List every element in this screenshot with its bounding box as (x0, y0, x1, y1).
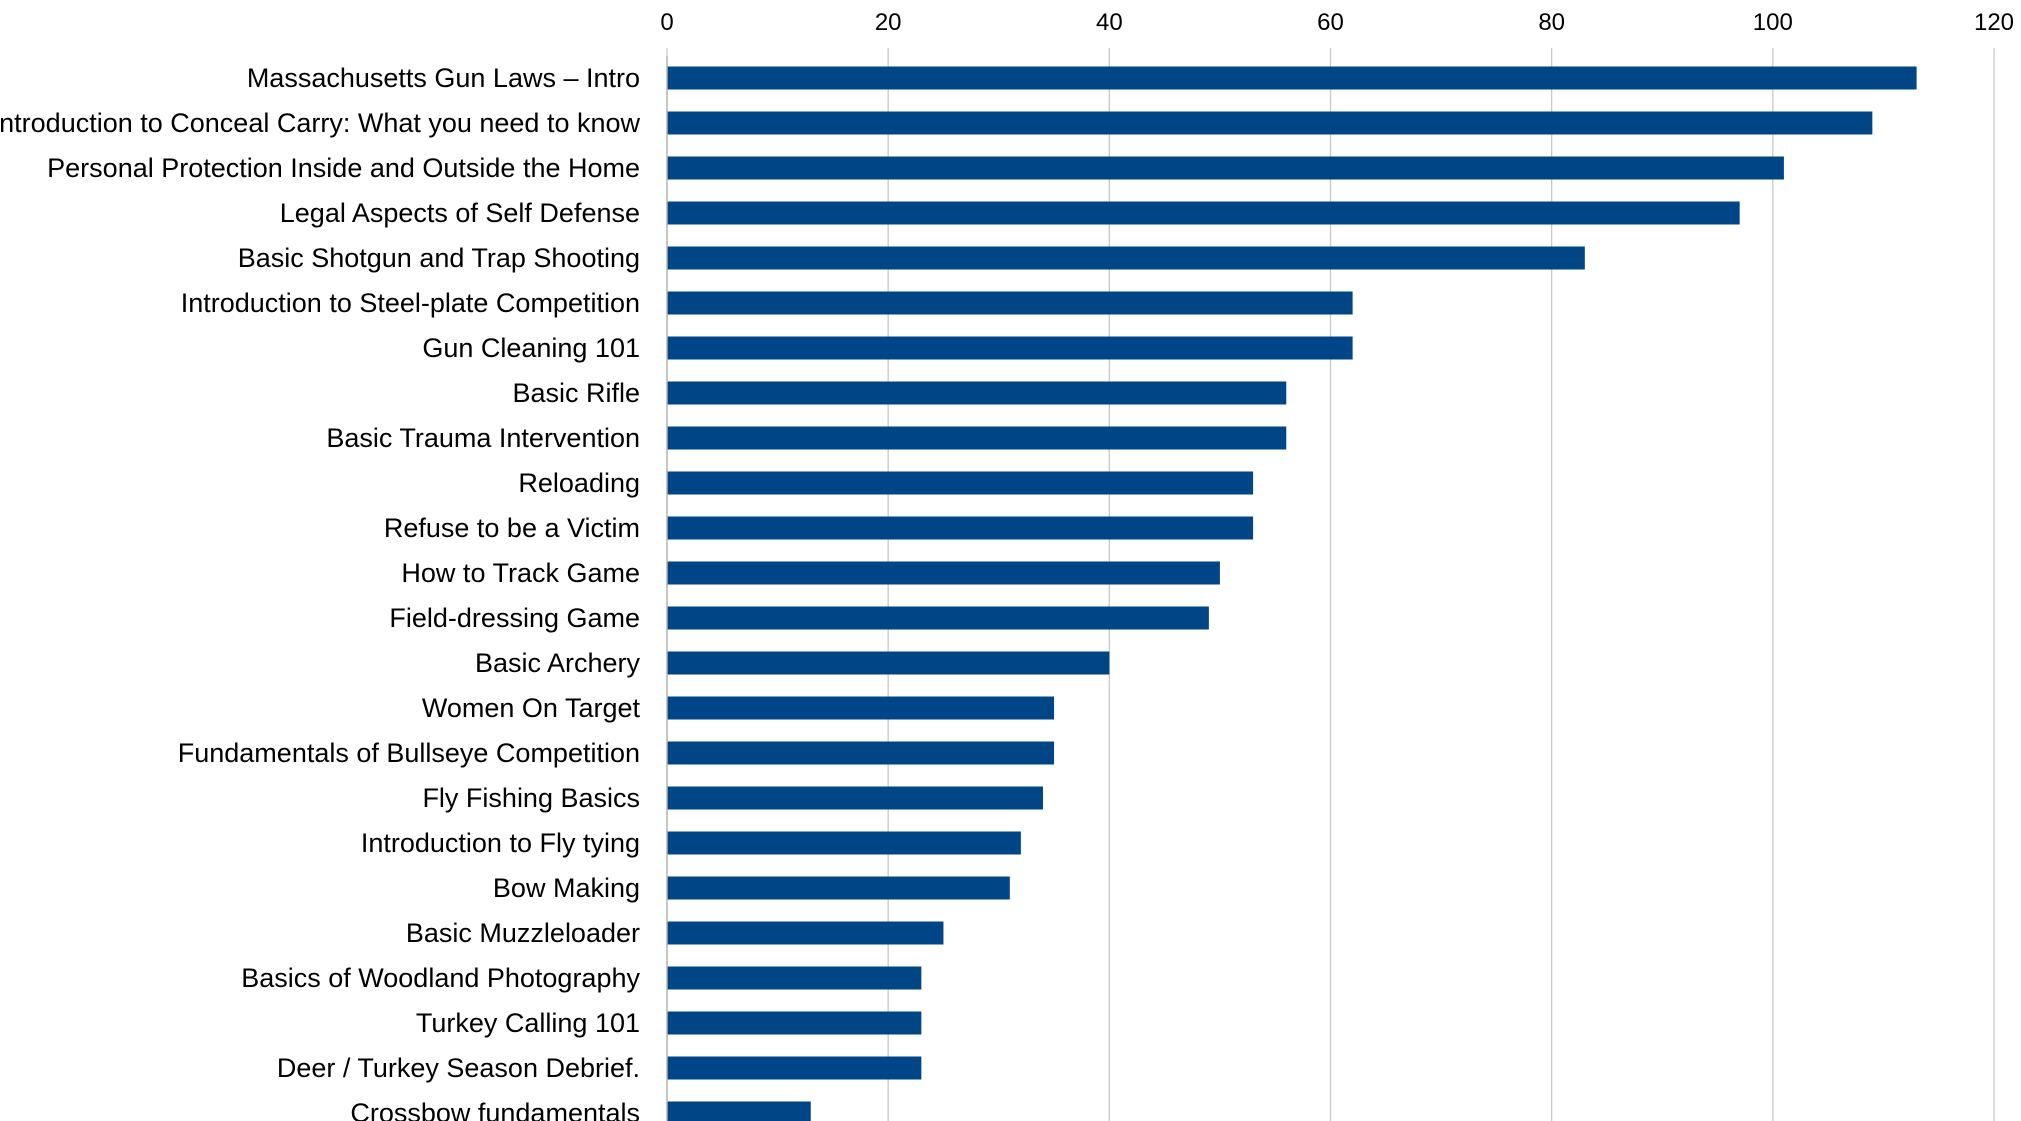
category-label: Basic Trauma Intervention (326, 423, 640, 453)
bar (667, 426, 1287, 450)
x-tick-label: 100 (1753, 9, 1793, 36)
bar (667, 246, 1585, 270)
category-label: Bow Making (493, 873, 640, 903)
category-label: Basic Archery (475, 648, 641, 678)
x-tick-label: 0 (660, 9, 673, 36)
category-label: How to Track Game (401, 558, 640, 588)
x-tick-label: 60 (1317, 9, 1344, 36)
bar (667, 786, 1043, 810)
bar (667, 516, 1254, 540)
x-axis-ticks: 0 20 40 60 80 100 120 (660, 9, 2014, 36)
category-label: Legal Aspects of Self Defense (280, 198, 640, 228)
bar (667, 1056, 922, 1080)
x-tick-label: 40 (1096, 9, 1123, 36)
category-labels: Massachusetts Gun Laws – Intro Introducti… (0, 63, 641, 1121)
category-label: Refuse to be a Victim (384, 513, 640, 543)
category-label: Field-dressing Game (389, 603, 640, 633)
category-label: Reloading (518, 468, 640, 498)
bar (667, 561, 1220, 585)
category-label: Basic Shotgun and Trap Shooting (238, 243, 640, 273)
bar (667, 471, 1254, 495)
category-label: Deer / Turkey Season Debrief. (277, 1053, 640, 1083)
bar (667, 651, 1110, 675)
bar (667, 111, 1873, 135)
bar (667, 1101, 811, 1121)
bar (667, 291, 1353, 315)
bars (667, 66, 1917, 1121)
x-tick-label: 20 (875, 9, 902, 36)
category-label: Basics of Woodland Photography (241, 963, 640, 993)
category-label: Basic Rifle (512, 378, 640, 408)
bar (667, 966, 922, 990)
category-label: Personal Protection Inside and Outside t… (47, 153, 640, 183)
bar (667, 876, 1010, 900)
bar (667, 696, 1055, 720)
bar (667, 336, 1353, 360)
bar (667, 381, 1287, 405)
category-label: Massachusetts Gun Laws – Intro (247, 63, 640, 93)
category-label: Introduction to Steel-plate Competition (181, 288, 640, 318)
bar (667, 741, 1055, 765)
category-label: Gun Cleaning 101 (422, 333, 640, 363)
bar (667, 1011, 922, 1035)
bar (667, 606, 1209, 630)
category-label: Basic Muzzleloader (406, 918, 640, 948)
category-label: Fundamentals of Bullseye Competition (178, 738, 640, 768)
bar (667, 921, 944, 945)
category-label: Introduction to Fly tying (361, 828, 640, 858)
bar (667, 66, 1917, 90)
category-label: Women On Target (422, 693, 641, 723)
gridlines (666, 48, 1995, 1121)
category-label: Turkey Calling 101 (416, 1008, 640, 1038)
bar (667, 831, 1021, 855)
bar (667, 201, 1740, 225)
category-label: Crossbow fundamentals (350, 1098, 640, 1121)
x-tick-label: 80 (1538, 9, 1565, 36)
category-label: Introduction to Conceal Carry: What you … (0, 108, 641, 138)
category-label: Fly Fishing Basics (422, 783, 640, 813)
bar (667, 156, 1784, 180)
x-tick-label: 120 (1974, 9, 2014, 36)
